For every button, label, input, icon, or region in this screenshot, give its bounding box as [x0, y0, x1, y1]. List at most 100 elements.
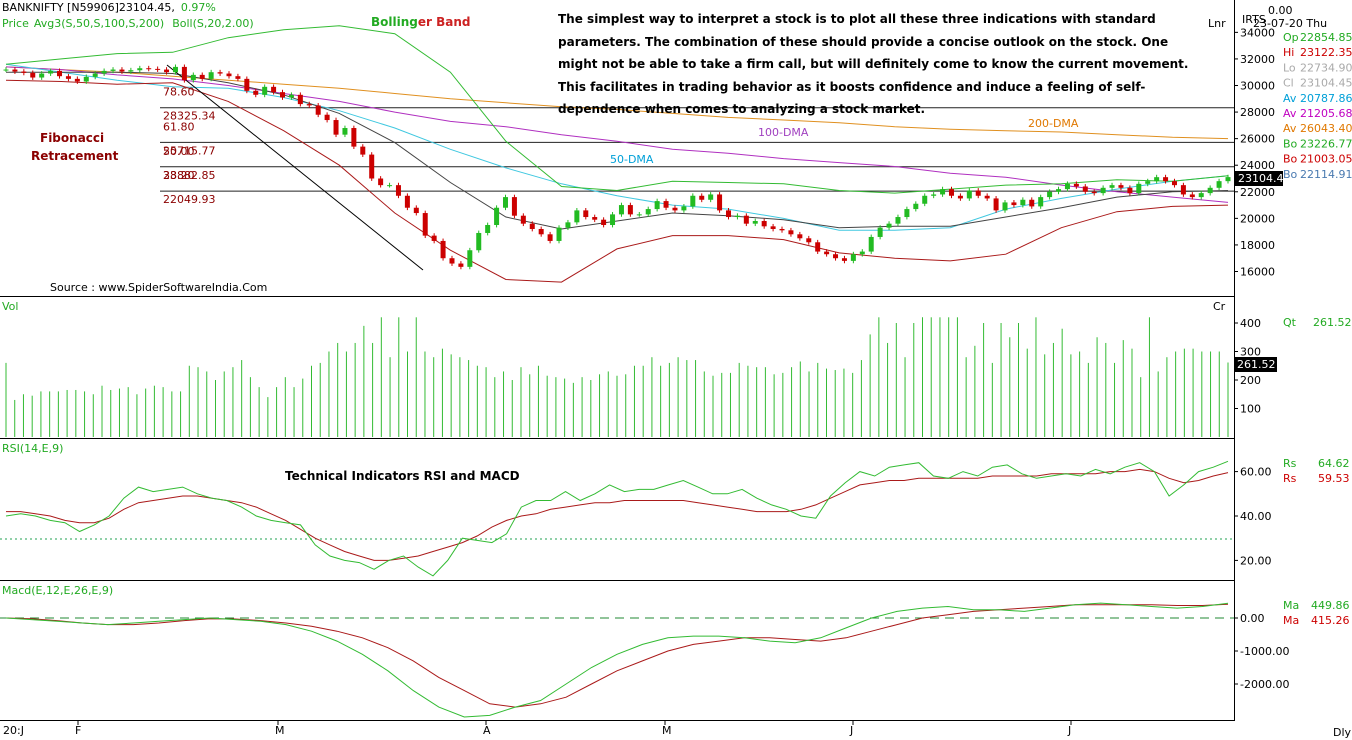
price-overlays — [5, 25, 1229, 283]
ohlc-value: 23104.45 — [1300, 77, 1352, 90]
macd-lines — [5, 602, 1229, 718]
candle-body — [931, 194, 937, 196]
candle-body — [485, 225, 491, 233]
candle-body — [922, 195, 928, 204]
rsi-panel-title: RSI(14,E,9) — [2, 442, 63, 455]
candle-body — [262, 86, 268, 95]
source-label: Source : www.SpiderSoftwareIndia.Com — [50, 281, 267, 294]
period-label: Dly — [1333, 726, 1352, 739]
ohlc-value: 22854.85 — [1300, 31, 1352, 44]
x-tick-label: M — [275, 724, 285, 737]
candle-body — [39, 73, 45, 78]
fib-pct-label: 38.20 — [163, 169, 195, 182]
ohlc-value: 23226.77 — [1300, 137, 1352, 150]
candle-body — [253, 90, 259, 95]
vol-qt-value: 261.52 — [1313, 316, 1352, 329]
candle-body — [235, 76, 241, 79]
candle-body — [583, 210, 589, 218]
macd-label-1: Ma — [1283, 599, 1299, 612]
candle-body — [895, 217, 901, 224]
ohlc-value: 26043.40 — [1300, 122, 1352, 135]
dma100-label: 100-DMA — [758, 126, 809, 139]
candle-body — [904, 209, 910, 218]
candle-body — [324, 114, 330, 121]
candle-body — [824, 251, 830, 255]
candle-body — [1216, 181, 1222, 188]
candle-body — [164, 69, 170, 73]
candle-body — [297, 94, 303, 105]
candle-body — [181, 66, 187, 81]
candle-body — [993, 198, 999, 211]
rsi-value-1: 64.62 — [1318, 457, 1350, 470]
rsi-tick-label: 40.00 — [1240, 510, 1272, 523]
candle-body — [734, 215, 740, 218]
ohlc-value: 23122.35 — [1300, 46, 1352, 59]
price-tick-label: 24000 — [1240, 159, 1275, 172]
macd-tick-label: -2000.00 — [1240, 678, 1289, 691]
ohlc-label: Bo — [1283, 153, 1298, 166]
candle-body — [886, 223, 892, 228]
vol-tick-label: 300 — [1240, 346, 1261, 359]
candle-body — [208, 72, 214, 79]
fib-pct-label: 78.60 — [163, 86, 195, 99]
candle-body — [574, 210, 580, 223]
candle-body — [1109, 185, 1115, 188]
candle-body — [57, 70, 63, 77]
bollinger-band-label: Bollinger Band — [371, 15, 471, 29]
dma50-label: 50-DMA — [610, 153, 654, 166]
bollinger-label-red: er Band — [418, 15, 471, 29]
candle-body — [681, 206, 687, 211]
vol-panel-title: Vol — [2, 300, 18, 313]
ohlc-label: Av — [1283, 107, 1297, 120]
bollinger-middle-line — [6, 71, 1229, 230]
volume-axis-ticks: 400 300 200 100 — [1234, 317, 1261, 416]
candle-body — [1163, 177, 1169, 182]
price-tick-label: 20000 — [1240, 212, 1275, 225]
bollinger-lower-line — [5, 79, 1229, 283]
macd-value-2: 415.26 — [1311, 614, 1350, 627]
fibonacci-trendline — [166, 64, 424, 271]
ohlc-label: Bo — [1283, 137, 1298, 150]
vol-qt-label: Qt — [1283, 316, 1297, 329]
candle-body — [627, 205, 633, 215]
price-tick-label: 32000 — [1240, 53, 1275, 66]
last-price-tag-bg — [1235, 171, 1283, 186]
candle-body — [1189, 194, 1195, 198]
symbol-label: BANKNIFTY [N59906]23104.45, 0.97% — [2, 1, 216, 14]
vol-tick-label: 200 — [1240, 374, 1261, 387]
price-tick-label: 18000 — [1240, 239, 1275, 252]
candle-body — [83, 76, 89, 82]
candle-body — [806, 238, 812, 243]
candle-body — [975, 190, 981, 196]
candle-body — [422, 213, 428, 236]
candle-body — [226, 73, 232, 77]
sma50-line — [5, 63, 1229, 231]
price-axis-ticks: 34000 32000 30000 28000 26000 24000 22000 20000… — [1234, 26, 1275, 279]
candle-body — [288, 94, 294, 98]
candle-body — [529, 223, 535, 229]
candle-body — [1020, 199, 1026, 206]
ohlc-label: Hi — [1283, 46, 1294, 59]
candle-body — [913, 203, 919, 210]
macd-label-2: Ma — [1283, 614, 1299, 627]
candle-body — [1118, 185, 1124, 188]
fibonacci-label-line1: Fibonacci — [40, 131, 104, 145]
candle-body — [636, 214, 642, 216]
candle-body — [369, 154, 375, 179]
candle-body — [699, 195, 705, 200]
candle-body — [690, 195, 696, 207]
candle-body — [440, 240, 446, 259]
candle-body — [1011, 202, 1017, 206]
ohlc-value: 20787.86 — [1300, 92, 1352, 105]
candle-body — [92, 73, 98, 77]
fib-pct-label: 50.00 — [163, 145, 195, 158]
candle-body — [503, 197, 509, 208]
ohlc-label: Lo — [1283, 61, 1296, 74]
candle-body — [556, 227, 562, 241]
ohlc-value: 21205.68 — [1300, 107, 1352, 120]
legend-line: Price Avg3(S,50,S,100,S,200) Boll(S,20,2.0… — [2, 17, 254, 30]
rsi-axis-ticks: 60.00 40.00 20.00 — [1234, 466, 1272, 567]
vol-tick-label: 400 — [1240, 317, 1261, 330]
candle-body — [458, 263, 464, 267]
